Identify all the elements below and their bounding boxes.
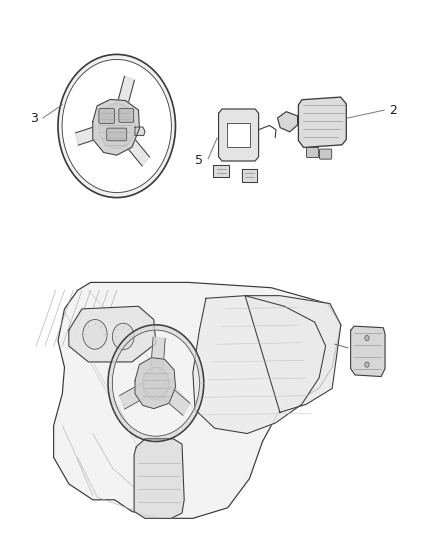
Polygon shape: [298, 97, 346, 148]
Polygon shape: [75, 126, 98, 145]
Polygon shape: [58, 54, 176, 198]
FancyBboxPatch shape: [119, 109, 134, 122]
Circle shape: [143, 367, 169, 399]
Polygon shape: [127, 139, 150, 166]
Text: 5: 5: [194, 154, 202, 167]
Polygon shape: [93, 100, 139, 155]
Polygon shape: [135, 127, 145, 135]
FancyBboxPatch shape: [307, 148, 319, 158]
FancyBboxPatch shape: [320, 149, 332, 159]
Polygon shape: [163, 386, 190, 415]
Circle shape: [83, 319, 107, 349]
Polygon shape: [242, 169, 257, 182]
Text: 2: 2: [389, 103, 397, 117]
Polygon shape: [120, 383, 147, 409]
Polygon shape: [118, 76, 134, 104]
Polygon shape: [213, 165, 229, 177]
Circle shape: [113, 323, 134, 350]
Polygon shape: [245, 296, 341, 413]
Polygon shape: [53, 282, 341, 519]
Polygon shape: [69, 306, 156, 362]
Polygon shape: [108, 325, 204, 441]
Polygon shape: [134, 439, 184, 519]
Polygon shape: [278, 112, 297, 132]
Polygon shape: [219, 109, 258, 161]
Polygon shape: [135, 358, 176, 409]
Polygon shape: [193, 296, 325, 433]
Circle shape: [365, 362, 369, 367]
Circle shape: [99, 104, 135, 148]
Circle shape: [365, 335, 369, 341]
FancyBboxPatch shape: [99, 109, 115, 123]
Text: 3: 3: [30, 111, 38, 125]
Polygon shape: [151, 337, 165, 368]
FancyBboxPatch shape: [107, 128, 127, 141]
Polygon shape: [227, 123, 250, 147]
Polygon shape: [351, 326, 385, 376]
